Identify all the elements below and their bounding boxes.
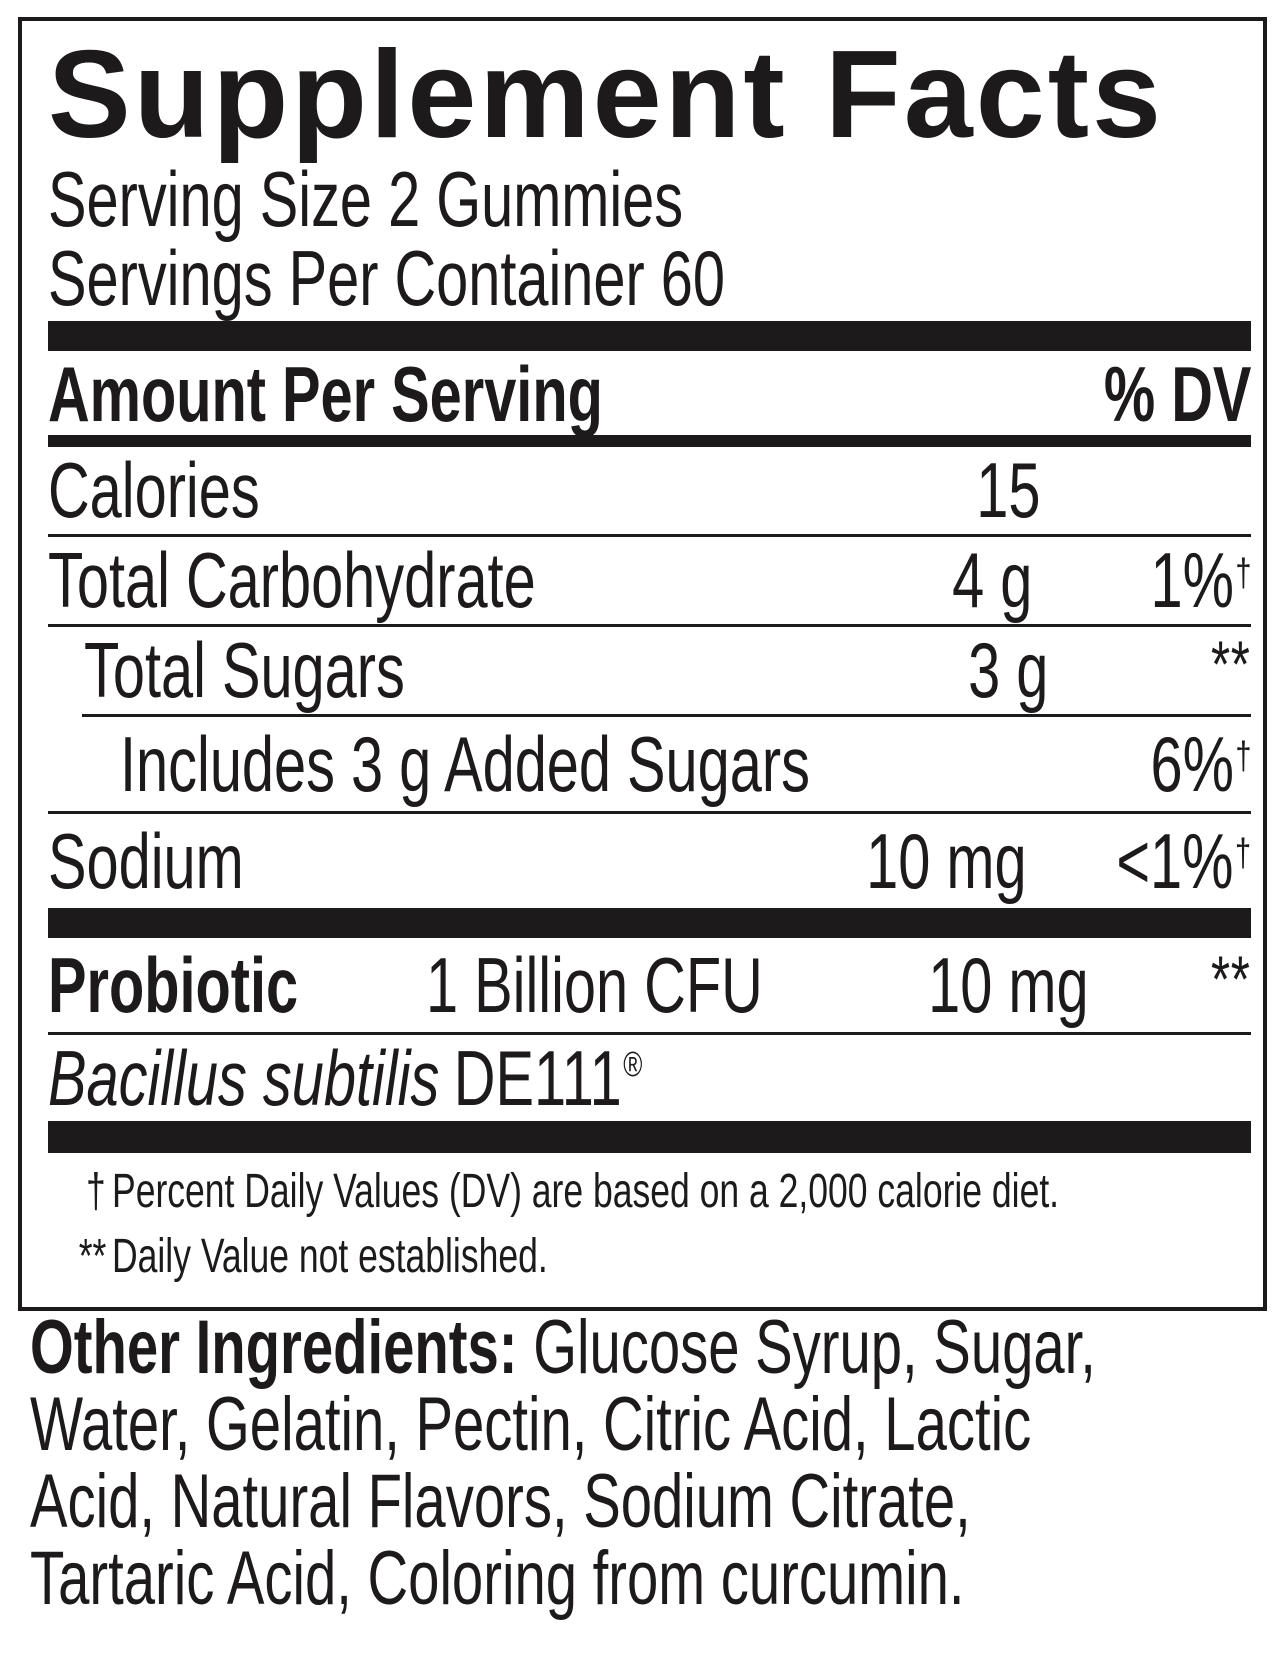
footnote-dv-not-established: ** Daily Value not established. (48, 1229, 1251, 1285)
other-ingredients-line: Other Ingredients: Glucose Syrup, Sugar, (30, 1309, 1280, 1386)
double-asterisk-symbol: ** (78, 1230, 106, 1283)
row-separator-indented (82, 714, 1251, 717)
row-separator (48, 624, 1251, 627)
other-ingredients-line: Acid, Natural Flavors, Sodium Citrate, (30, 1463, 1280, 1540)
header-underline-bar (48, 435, 1251, 447)
nutrient-name-cell: Total Sugars (48, 625, 886, 716)
strain-row: Bacillus subtilis DE111® (48, 1033, 1251, 1124)
nutrient-amount: 10 mg (866, 816, 1027, 905)
nutrient-dv-value: <1% (1116, 816, 1234, 905)
strain-name-cell: Bacillus subtilis DE111® (48, 1033, 1251, 1124)
probiotic-name-cell: Probiotic (48, 940, 426, 1031)
probiotic-amount-cell: 10 mg (886, 940, 1131, 1031)
nutrient-dv: <1%† (1116, 816, 1251, 907)
section-divider-bar-bottom (48, 1121, 1251, 1153)
nutrient-dv-cell: ** (1131, 625, 1251, 716)
ingredient-text: Tartaric Acid, Coloring from curcumin. (30, 1536, 965, 1621)
nutrient-dv (1250, 445, 1251, 536)
nutrient-dv: ** (1211, 625, 1251, 716)
dagger-mark: † (1234, 735, 1251, 779)
nutrient-amount: 3 g (968, 626, 1049, 714)
row-separator (48, 534, 1251, 537)
nutrient-name: Includes 3 g Added Sugars (120, 719, 810, 808)
nutrient-name: Total Carbohydrate (48, 536, 536, 624)
strain-trade-name: DE111 (453, 1033, 622, 1122)
other-ingredients-label: Other Ingredients: (30, 1305, 518, 1390)
probiotic-amount: 10 mg (928, 940, 1089, 1029)
probiotic-cfu: 1 Billion CFU (426, 940, 763, 1029)
column-header-row: Amount Per Serving % DV (48, 350, 1251, 438)
strain-text: Bacillus subtilis DE111® (48, 1033, 642, 1124)
nutrient-row-total-sugars: Total Sugars 3 g ** (48, 625, 1251, 716)
footnote-text: Percent Daily Values (DV) are based on a… (112, 1165, 1060, 1218)
percent-dv-header: % DV (1103, 349, 1251, 438)
footnote-text-cell: Percent Daily Values (DV) are based on a… (112, 1165, 1251, 1229)
row-separator (48, 1032, 1251, 1035)
nutrient-name: Sodium (48, 816, 244, 905)
footnote-daily-values: † Percent Daily Values (DV) are based on… (48, 1165, 1251, 1229)
nutrient-row-sodium: Sodium 10 mg <1%† (48, 814, 1251, 908)
nutrient-row-total-carbohydrate: Total Carbohydrate 4 g 1%† (48, 535, 1251, 626)
nutrient-dv: 1%† (1150, 535, 1251, 626)
nutrient-amount: 4 g (951, 536, 1033, 624)
other-ingredients-line: Tartaric Acid, Coloring from curcumin. (30, 1540, 1280, 1617)
panel-title: Supplement Facts (48, 26, 1164, 164)
footnote-symbol-cell: ** (48, 1229, 112, 1285)
nutrient-name-cell: Sodium (48, 816, 824, 907)
serving-size-text: Serving Size 2 Gummies (48, 155, 684, 243)
nutrient-dv-value: 6% (1150, 719, 1234, 808)
strain-species-italic: Bacillus subtilis (48, 1033, 440, 1122)
nutrient-dv-value: 1% (1150, 536, 1234, 624)
servings-per-container-text: Servings Per Container 60 (48, 234, 725, 322)
nutrient-amount-cell: 4 g (870, 535, 1115, 626)
nutrient-dv-cell: <1%† (1069, 816, 1251, 907)
footnote-text: Daily Value not established. (112, 1230, 548, 1283)
probiotic-row: Probiotic 1 Billion CFU 10 mg ** (48, 938, 1251, 1032)
ingredient-text: Water, Gelatin, Pectin, Citric Acid, Lac… (30, 1382, 1032, 1467)
ingredient-text: Acid, Natural Flavors, Sodium Citrate, (30, 1459, 971, 1544)
nutrient-name: Calories (48, 446, 260, 534)
dagger-mark: † (1234, 832, 1251, 876)
amount-per-serving-header: Amount Per Serving (48, 349, 603, 438)
ingredient-text: Glucose Syrup, Sugar, (533, 1305, 1096, 1390)
double-asterisk-mark: ** (1211, 942, 1251, 1017)
nutrient-dv-cell: 6%† (1115, 719, 1251, 810)
nutrient-name-cell: Calories (48, 445, 886, 536)
nutrient-amount-cell: 15 (886, 445, 1131, 536)
nutrient-amount-cell: 3 g (886, 625, 1131, 716)
nutrient-name-cell: Total Carbohydrate (48, 535, 870, 626)
nutrient-row-added-sugars: Includes 3 g Added Sugars 6%† (48, 717, 1251, 811)
serving-size: Serving Size 2 Gummies (48, 155, 1251, 243)
footnote-text-cell: Daily Value not established. (112, 1229, 1251, 1285)
other-ingredients-line: Water, Gelatin, Pectin, Citric Acid, Lac… (30, 1386, 1280, 1463)
probiotic-dv: ** (1211, 940, 1251, 1031)
footnote-symbol-cell: † (48, 1165, 112, 1229)
nutrient-row-calories: Calories 15 (48, 445, 1251, 536)
row-separator (48, 811, 1251, 814)
double-asterisk-mark: ** (1211, 628, 1251, 703)
probiotic-detail-cell: 1 Billion CFU (426, 940, 886, 1031)
section-divider-bar-probiotic (48, 908, 1251, 938)
nutrient-dv-cell: 1%† (1115, 535, 1251, 626)
nutrient-amount-cell (870, 719, 1115, 810)
nutrient-dv-cell (1131, 445, 1251, 536)
probiotic-dv-cell: ** (1131, 940, 1251, 1031)
servings-per-container: Servings Per Container 60 (48, 234, 1251, 322)
footnotes: † Percent Daily Values (DV) are based on… (48, 1165, 1251, 1285)
section-divider-bar-top (48, 321, 1251, 351)
other-ingredients-section: Other Ingredients: Glucose Syrup, Sugar, … (30, 1309, 1280, 1617)
nutrient-dv: 6%† (1150, 719, 1251, 810)
dagger-mark: † (1234, 551, 1251, 595)
nutrient-name: Total Sugars (84, 626, 405, 714)
dagger-symbol: † (86, 1165, 106, 1218)
other-ingredients-line-text: Other Ingredients: Glucose Syrup, Sugar, (30, 1309, 1096, 1386)
nutrient-amount-cell: 10 mg (824, 816, 1069, 907)
nutrient-amount: 15 (976, 446, 1041, 534)
registered-trademark-icon: ® (623, 1045, 643, 1085)
nutrient-name-cell: Includes 3 g Added Sugars (48, 719, 870, 810)
supplement-facts-panel: Supplement Facts Serving Size 2 Gummies … (18, 17, 1267, 1311)
probiotic-name: Probiotic (48, 940, 299, 1029)
